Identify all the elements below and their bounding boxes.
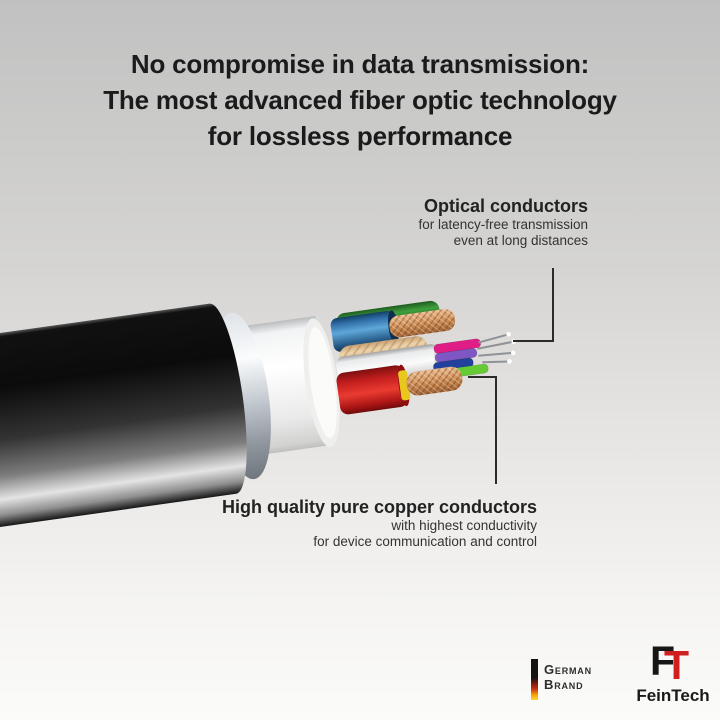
german-brand-word2: Brand — [544, 676, 584, 692]
wire-red-copper-tip — [406, 366, 463, 396]
copper-callout-sub1: with highest conductivity — [391, 518, 537, 533]
title-line-2: The most advanced fiber optic technology — [103, 85, 617, 115]
optical-conductors-callout: Optical conductors for latency-free tran… — [418, 195, 588, 249]
outer-jacket — [0, 303, 247, 537]
cable-body — [0, 300, 517, 537]
copper-conductors-callout: High quality pure copper conductors with… — [222, 496, 537, 550]
german-brand-word1: German — [544, 662, 592, 677]
page-title: No compromise in data transmission: The … — [0, 46, 720, 154]
optical-callout-sub1: for latency-free transmission — [418, 217, 588, 232]
wire-blue-copper-tip — [389, 309, 456, 338]
german-brand-text: German Brand — [544, 659, 592, 692]
feintech-monogram-t: T — [664, 642, 690, 688]
optical-callout-line — [513, 268, 554, 342]
german-flag-bar-icon — [531, 659, 538, 700]
feintech-monogram-f: F — [650, 638, 676, 684]
feintech-logo: T F FeinTech — [633, 641, 713, 706]
optical-fiber-strands — [477, 333, 514, 364]
german-brand-logo: German Brand — [531, 659, 592, 700]
copper-callout-sub2: for device communication and control — [313, 534, 537, 549]
optical-callout-heading: Optical conductors — [423, 196, 588, 216]
title-line-3: for lossless performance — [207, 121, 513, 151]
wire-red-yellow-band — [398, 370, 411, 401]
feintech-monogram-icon: T F — [650, 638, 696, 688]
copper-callout-line — [468, 376, 497, 484]
optical-callout-sub2: even at long distances — [453, 233, 588, 248]
copper-callout-heading: High quality pure copper conductors — [221, 497, 537, 517]
feintech-wordmark: FeinTech — [636, 686, 710, 705]
sheath-end-face-inner — [308, 327, 337, 439]
title-line-1: No compromise in data transmission: — [130, 49, 590, 79]
wire-red — [336, 365, 408, 415]
